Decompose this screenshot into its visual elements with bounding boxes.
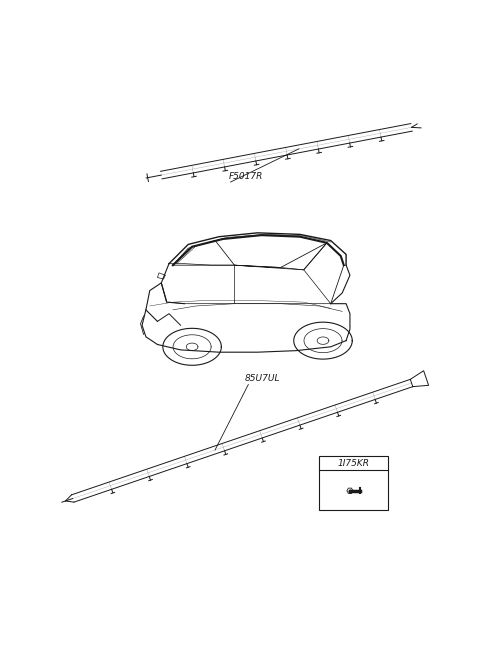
Text: 85U7UL: 85U7UL xyxy=(244,374,280,383)
Bar xyxy=(319,456,388,510)
Text: F5017R: F5017R xyxy=(229,172,264,181)
Text: 1I75KR: 1I75KR xyxy=(338,459,370,468)
